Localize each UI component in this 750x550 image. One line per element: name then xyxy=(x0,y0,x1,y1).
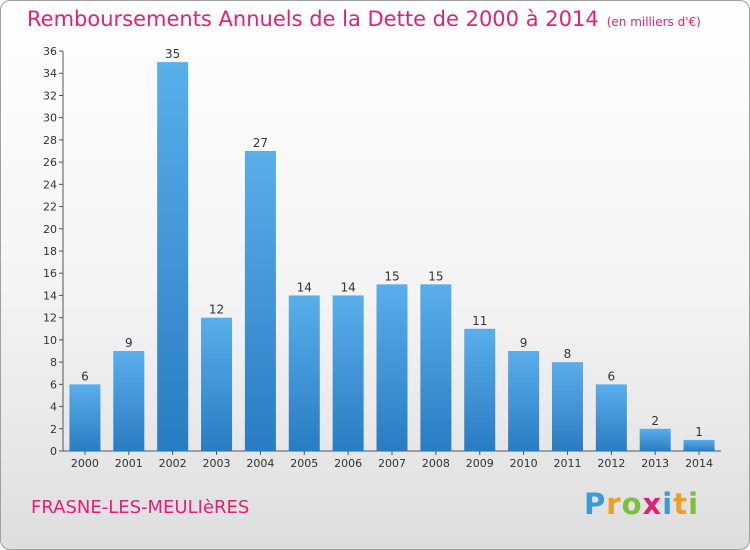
bar xyxy=(244,151,276,451)
x-tick-label: 2011 xyxy=(553,457,581,470)
data-label: 2 xyxy=(651,414,659,428)
x-tick-label: 2006 xyxy=(334,457,362,470)
data-label: 15 xyxy=(428,269,443,283)
y-tick-label: 18 xyxy=(43,245,57,258)
x-tick-label: 2014 xyxy=(685,457,713,470)
data-label: 9 xyxy=(125,336,133,350)
x-tick-label: 2009 xyxy=(466,457,494,470)
logo-letter: P xyxy=(584,487,607,521)
logo-letter: r xyxy=(606,487,622,521)
data-label: 6 xyxy=(608,369,616,383)
x-tick-label: 2012 xyxy=(597,457,625,470)
y-tick-label: 10 xyxy=(43,334,57,347)
data-label: 1 xyxy=(695,425,703,439)
y-tick-label: 36 xyxy=(43,45,57,58)
y-tick-label: 6 xyxy=(50,378,57,391)
bar xyxy=(201,317,233,451)
bar xyxy=(420,284,452,451)
logo-letter: i xyxy=(688,487,700,521)
y-tick-label: 12 xyxy=(43,312,57,325)
chart-subtitle: (en milliers d'€) xyxy=(606,15,701,29)
y-tick-label: 22 xyxy=(43,201,57,214)
data-label: 14 xyxy=(340,280,355,294)
x-tick-label: 2001 xyxy=(115,457,143,470)
bar xyxy=(639,428,671,451)
x-tick-label: 2004 xyxy=(246,457,274,470)
logo-letter: i xyxy=(662,487,674,521)
chart-title: Remboursements Annuels de la Dette de 20… xyxy=(27,7,701,31)
bar xyxy=(332,295,364,451)
bar xyxy=(508,351,540,451)
x-tick-label: 2008 xyxy=(422,457,450,470)
x-tick-label: 2002 xyxy=(159,457,187,470)
bar xyxy=(376,284,408,451)
proxiti-logo: Proxiti xyxy=(584,487,699,521)
x-tick-label: 2003 xyxy=(203,457,231,470)
y-tick-label: 2 xyxy=(50,423,57,436)
x-tick-label: 2007 xyxy=(378,457,406,470)
bar xyxy=(464,328,496,451)
chart-title-main: Remboursements Annuels de la Dette de 20… xyxy=(27,7,599,31)
y-tick-label: 26 xyxy=(43,156,57,169)
bar xyxy=(69,384,101,451)
y-tick-label: 16 xyxy=(43,267,57,280)
y-tick-label: 34 xyxy=(43,67,57,80)
y-tick-label: 30 xyxy=(43,112,57,125)
y-tick-label: 20 xyxy=(43,223,57,236)
y-tick-label: 14 xyxy=(43,289,57,302)
data-label: 8 xyxy=(564,347,572,361)
bar xyxy=(595,384,627,451)
data-label: 12 xyxy=(209,303,224,317)
data-label: 9 xyxy=(520,336,528,350)
y-tick-label: 8 xyxy=(50,356,57,369)
commune-name: FRASNE-LES-MEULIèRES xyxy=(31,497,250,518)
y-tick-label: 4 xyxy=(50,401,57,414)
x-tick-label: 2005 xyxy=(290,457,318,470)
data-label: 11 xyxy=(472,314,487,328)
x-tick-label: 2010 xyxy=(510,457,538,470)
logo-letter: t xyxy=(673,487,689,521)
bar xyxy=(113,351,145,451)
y-tick-label: 32 xyxy=(43,89,57,102)
x-tick-label: 2000 xyxy=(71,457,99,470)
logo-letter: o xyxy=(621,487,643,521)
bar xyxy=(683,439,715,451)
data-label: 35 xyxy=(165,47,180,61)
bar xyxy=(157,62,189,451)
logo-letter: x xyxy=(642,487,663,521)
bar xyxy=(288,295,320,451)
data-label: 27 xyxy=(253,136,268,150)
data-label: 14 xyxy=(297,280,312,294)
y-tick-label: 24 xyxy=(43,178,57,191)
data-label: 15 xyxy=(384,269,399,283)
bar xyxy=(551,362,583,451)
y-tick-label: 0 xyxy=(50,445,57,458)
x-tick-label: 2013 xyxy=(641,457,669,470)
y-tick-label: 28 xyxy=(43,134,57,147)
data-label: 6 xyxy=(81,369,89,383)
